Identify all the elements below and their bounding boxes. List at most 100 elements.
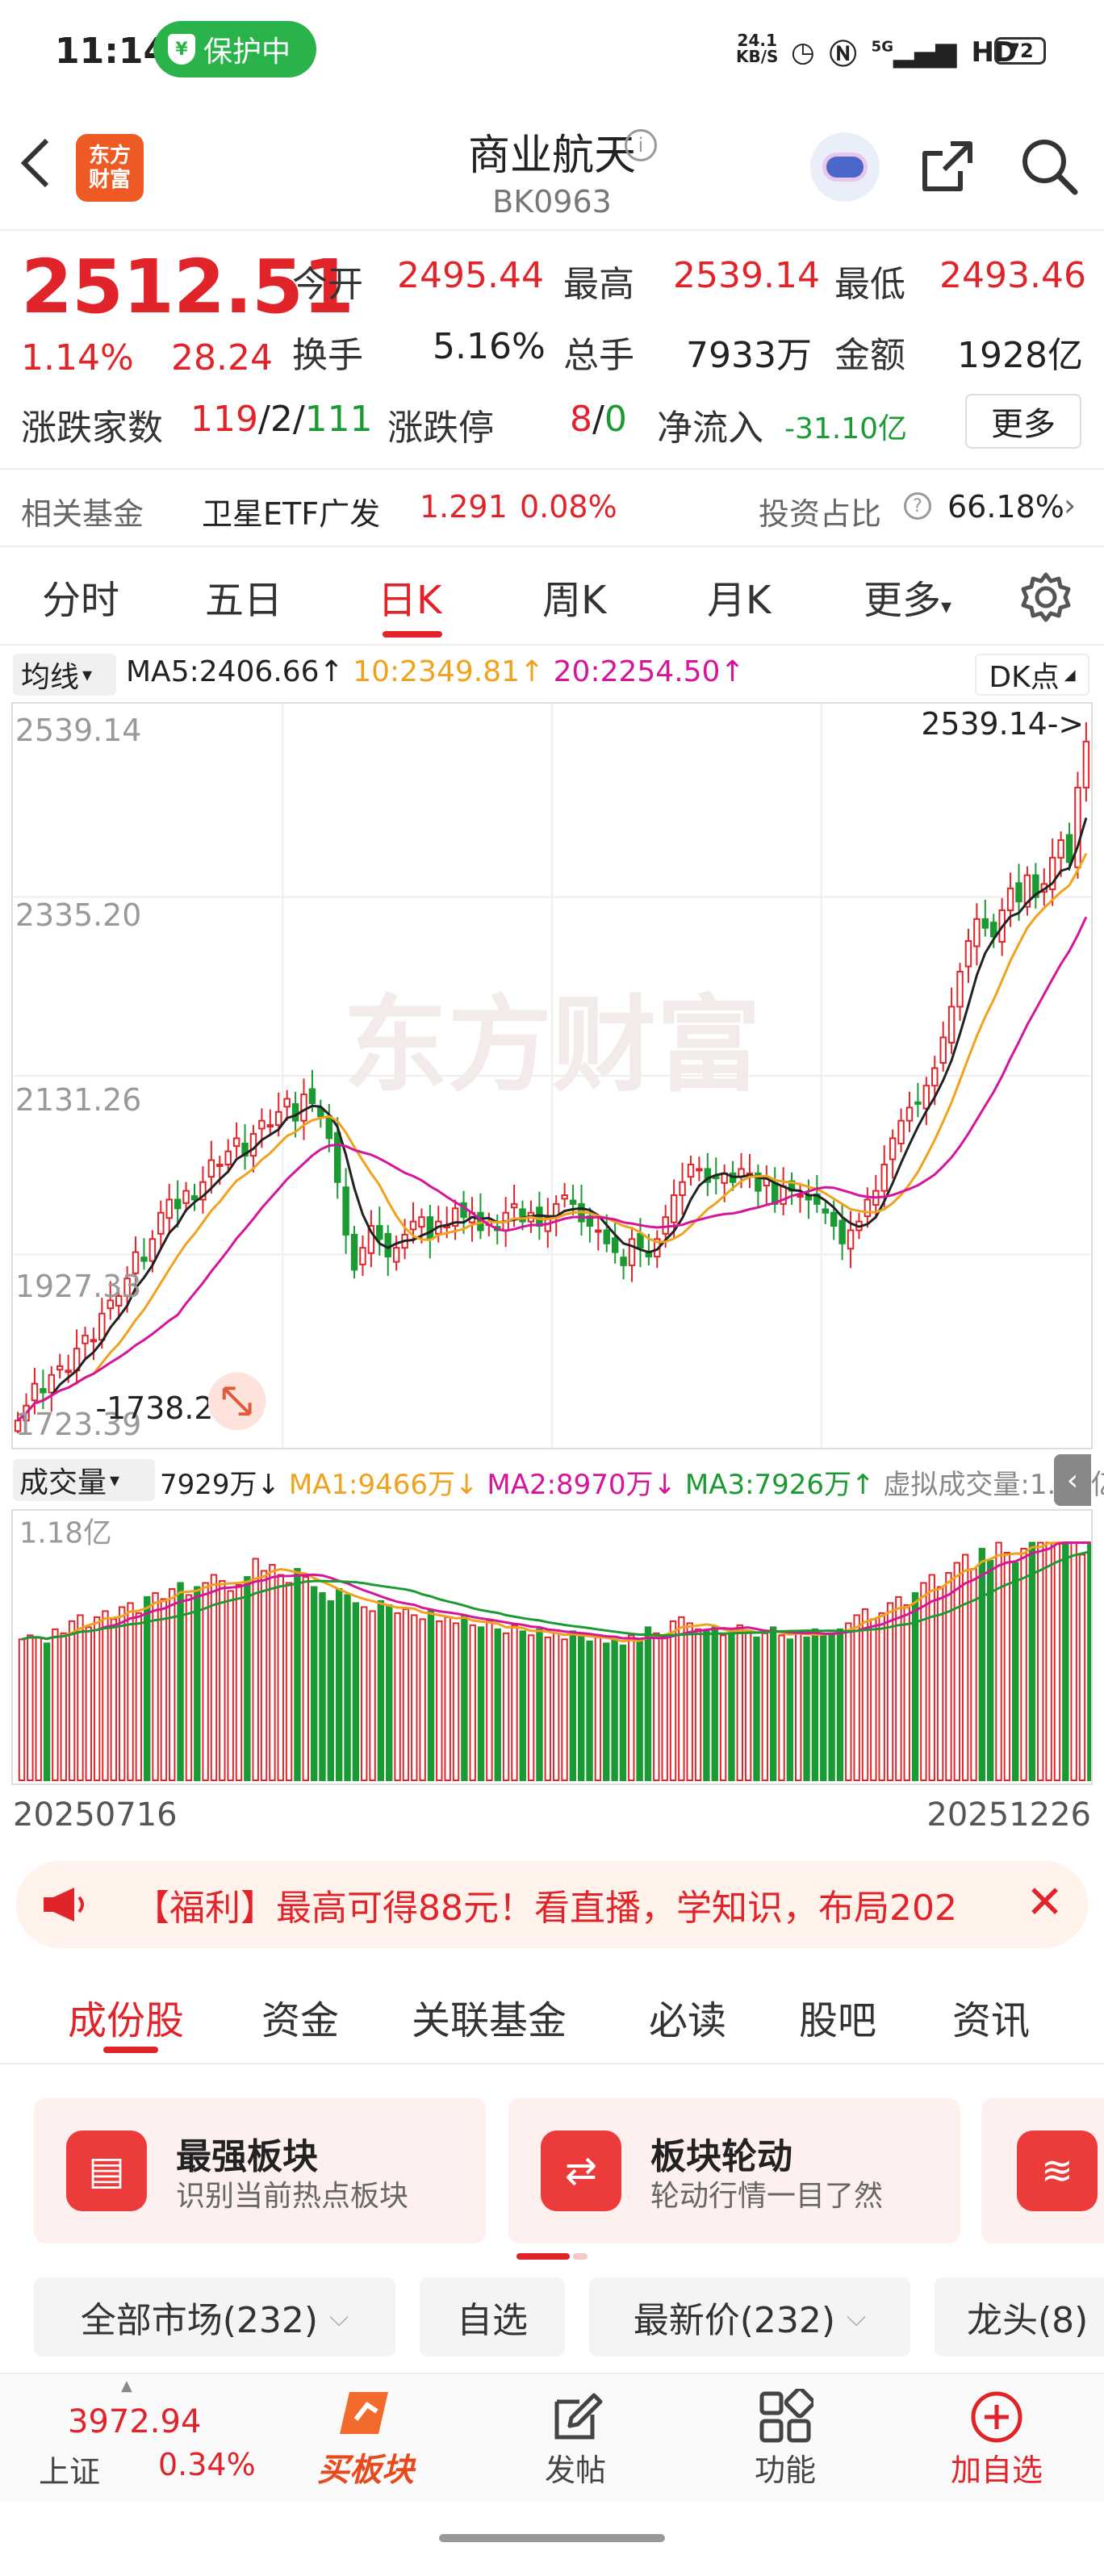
more-tools-card[interactable]: ≋ xyxy=(981,2098,1104,2244)
system-icons: ◷ Ⓝ 5G▂▄▆ HD xyxy=(791,32,1017,72)
volume-bar xyxy=(828,1632,835,1782)
volume-bar xyxy=(761,1632,769,1782)
volume-bar xyxy=(1020,1548,1027,1782)
candle-body xyxy=(367,1225,375,1254)
candle-body xyxy=(755,1172,762,1192)
info-icon[interactable]: i xyxy=(625,129,657,161)
candle-body xyxy=(914,1101,922,1105)
volume-indicator-select[interactable]: 成交量 ▾ xyxy=(13,1459,155,1501)
tab-related-funds[interactable]: 关联基金 xyxy=(412,1998,567,2043)
volume-bar xyxy=(118,1606,126,1782)
volume-ma-lines xyxy=(21,1541,1091,1643)
app-logo[interactable]: 东方财富 xyxy=(76,134,144,202)
share-icon[interactable] xyxy=(918,137,976,195)
candle-body xyxy=(224,1150,232,1166)
tab-capital[interactable]: 资金 xyxy=(261,1998,340,2043)
volume-bar xyxy=(210,1574,218,1782)
battery-icon: 72 xyxy=(994,37,1046,65)
change-amount: 28.24 xyxy=(171,337,273,378)
volume-bar xyxy=(144,1595,151,1782)
candle-body xyxy=(409,1220,417,1231)
nav-add-watchlist[interactable]: 加自选 xyxy=(928,2374,1065,2503)
volume-bar xyxy=(636,1640,643,1782)
tab-constituents[interactable]: 成份股 xyxy=(68,1998,185,2043)
market-filter[interactable]: 全部市场(232) ⌵ xyxy=(34,2277,395,2356)
volume-bar xyxy=(419,1618,426,1782)
volume-bar xyxy=(628,1634,635,1782)
tab-weekly-k[interactable]: 周K xyxy=(542,578,607,623)
candle-body xyxy=(519,1208,526,1223)
volume-bar xyxy=(469,1624,476,1782)
volume-bar xyxy=(728,1632,735,1782)
watchlist-filter[interactable]: 自选 xyxy=(420,2277,565,2356)
candle-body xyxy=(418,1216,425,1228)
candle-body xyxy=(679,1181,686,1197)
related-fund-name[interactable]: 卫星ETF广发 xyxy=(202,496,381,532)
limit-down-count: 0 xyxy=(604,399,627,440)
tab-intraday[interactable]: 分时 xyxy=(42,578,120,623)
back-button[interactable] xyxy=(19,137,68,194)
candle-body xyxy=(687,1164,695,1178)
volume-bar xyxy=(77,1614,84,1782)
volume-bar xyxy=(611,1638,618,1782)
inflow-label: 净流入 xyxy=(657,408,763,449)
indicator-select[interactable]: 均线 ▾ xyxy=(13,654,116,696)
candle-body xyxy=(275,1110,282,1127)
strongest-sector-card[interactable]: ▤ 最强板块 识别当前热点板块 xyxy=(34,2098,486,2244)
volume-bar xyxy=(185,1594,193,1782)
candle-body xyxy=(1015,882,1022,903)
candle-body xyxy=(65,1370,72,1374)
card-subtitle: 轮动行情一目了然 xyxy=(650,2180,884,2213)
banner-text: 【福利】最高可得88元！看直播，学知识，布局2026 xyxy=(134,1888,957,1929)
end-date: 20251226 xyxy=(926,1796,1091,1834)
tab-must-read[interactable]: 必读 xyxy=(649,1998,727,2043)
search-icon[interactable] xyxy=(1018,136,1080,197)
volume-bar xyxy=(102,1610,109,1782)
volume-bar xyxy=(511,1624,518,1782)
ma20-value: 20:2254.50↑ xyxy=(553,655,745,688)
y-label-max: 2539.14 xyxy=(15,713,141,748)
candle-body xyxy=(1006,887,1014,911)
help-icon[interactable]: ? xyxy=(904,492,931,520)
dk-point-button[interactable]: DK点 ◢ xyxy=(975,654,1089,696)
chevron-right-icon[interactable]: › xyxy=(1064,487,1077,523)
candlestick-chart[interactable]: 东方财富 2539.14 2335.20 2131.26 1927.33 172… xyxy=(11,702,1093,1449)
more-button[interactable]: 更多 xyxy=(965,394,1081,449)
ai-assistant-avatar[interactable] xyxy=(810,132,880,202)
tab-forum[interactable]: 股吧 xyxy=(799,1998,877,2043)
volume-bar xyxy=(1037,1541,1044,1782)
price-sort-filter[interactable]: 最新价(232) ⌵ xyxy=(589,2277,910,2356)
nav-post[interactable]: 发帖 xyxy=(507,2374,644,2503)
tab-monthly-k[interactable]: 月K xyxy=(707,578,772,623)
logo-text: 东方财富 xyxy=(88,144,131,192)
volume-bar xyxy=(644,1626,652,1782)
volume-y-max: 1.18亿 xyxy=(19,1517,112,1550)
tab-more[interactable]: 更多▾ xyxy=(864,568,951,625)
candle-body xyxy=(889,1137,897,1160)
volume-bar xyxy=(945,1571,952,1782)
volume-bar xyxy=(294,1567,301,1782)
expand-chart-icon[interactable] xyxy=(207,1372,266,1431)
protection-status-pill[interactable]: ¥ 保护中 xyxy=(153,21,316,77)
index-ticker[interactable]: ▲ 3972.94 上证 0.34% xyxy=(32,2374,256,2503)
shield-icon: ¥ xyxy=(168,34,195,65)
volume-bar xyxy=(603,1642,610,1782)
vol-ma3: MA3:7926万↑ xyxy=(684,1469,875,1501)
high-label: 最高 xyxy=(563,264,634,305)
promo-banner[interactable]: 【福利】最高可得88元！看直播，学知识，布局2026 ✕ xyxy=(16,1861,1088,1948)
nav-functions[interactable]: 功能 xyxy=(717,2374,854,2503)
tab-daily-k[interactable]: 日K xyxy=(378,578,442,623)
close-icon[interactable]: ✕ xyxy=(1026,1876,1064,1929)
dk-point-label: DK点 xyxy=(989,661,1060,694)
tab-five-day[interactable]: 五日 xyxy=(205,578,283,623)
leader-filter[interactable]: 龙头(8) xyxy=(935,2277,1104,2356)
tab-news[interactable]: 资讯 xyxy=(952,1998,1031,2043)
volume-chart[interactable]: 1.18亿 xyxy=(11,1509,1093,1785)
gear-icon[interactable] xyxy=(1018,570,1073,625)
nav-buy-sector[interactable]: 买板块 xyxy=(297,2374,434,2503)
candle-body xyxy=(956,971,964,1008)
volume-bar xyxy=(436,1620,443,1782)
collapse-panel-button[interactable]: ‹ xyxy=(1054,1454,1091,1506)
volume-bar xyxy=(252,1558,259,1782)
sector-rotation-card[interactable]: ⇄ 板块轮动 轮动行情一目了然 xyxy=(508,2098,960,2244)
